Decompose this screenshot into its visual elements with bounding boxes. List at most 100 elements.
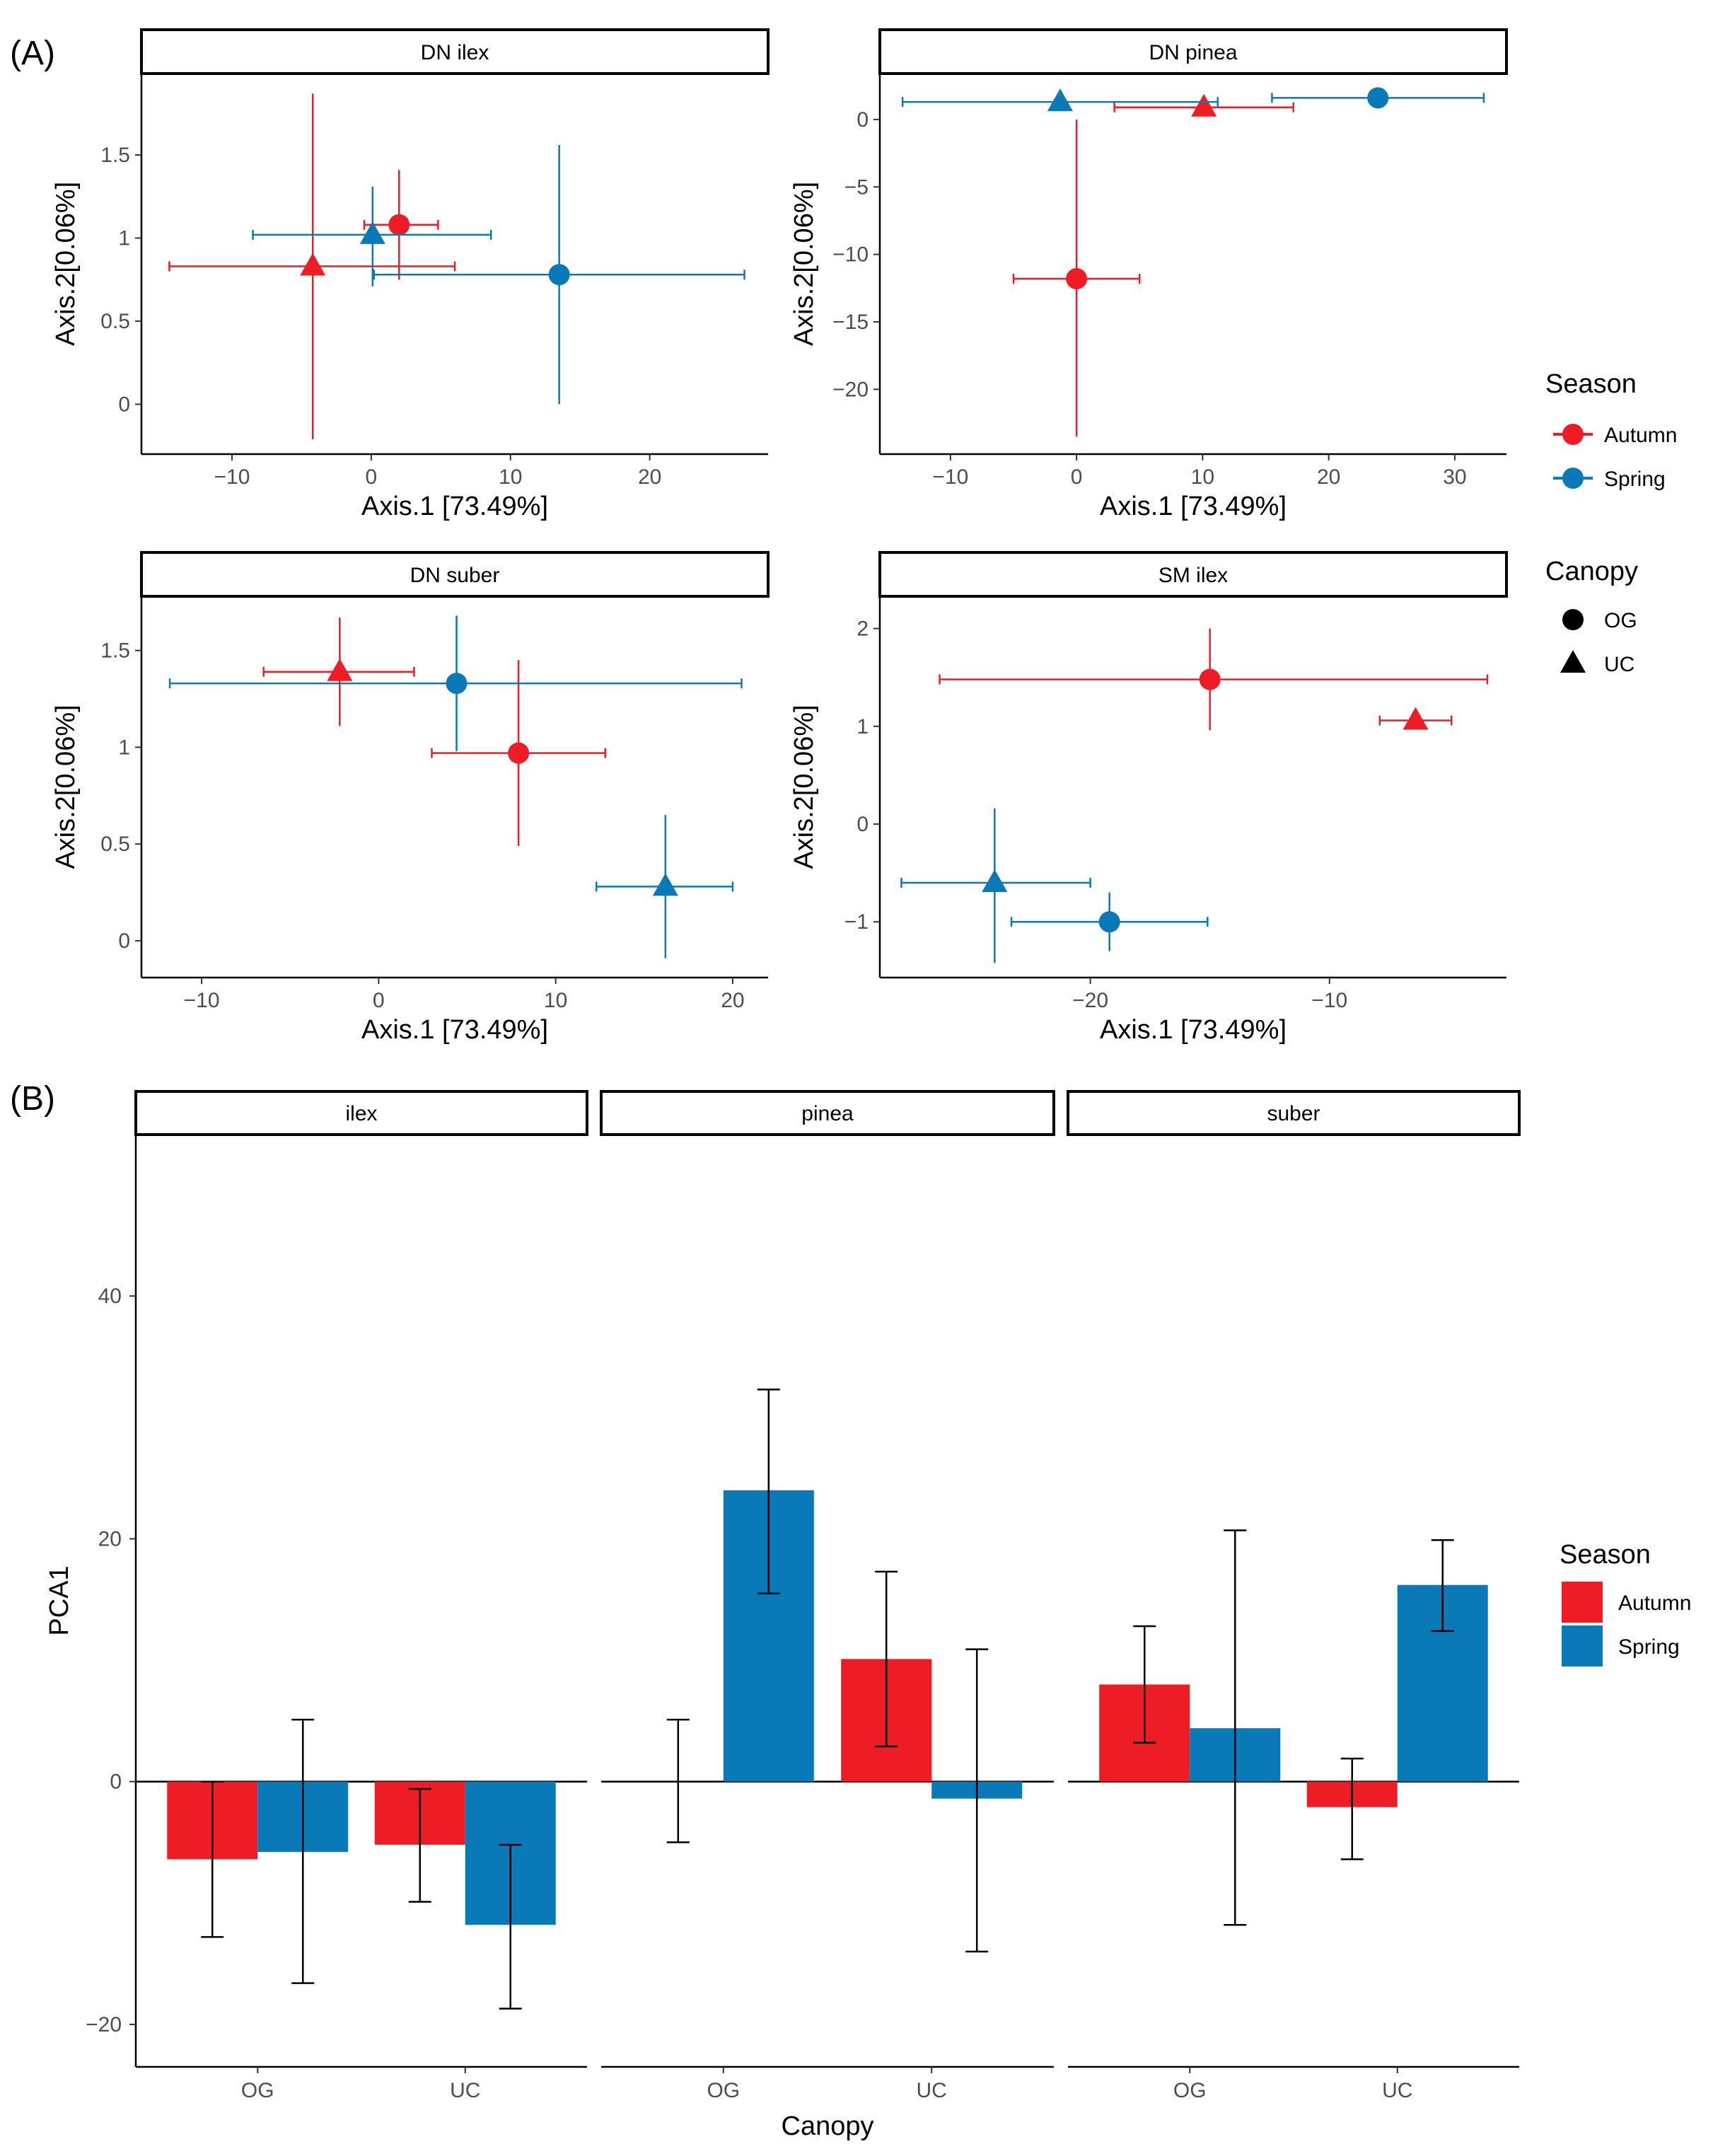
facet-dn-ilex-y-label: Axis.2[0.06%] [51, 182, 81, 346]
facet-dn-ilex-x-label: Axis.1 [73.49%] [361, 492, 548, 521]
facet-dn-pinea-x-tick-label: 0 [1071, 465, 1083, 489]
facet-b-ilex-x-tick-label: OG [241, 2079, 274, 2102]
facet-b-pinea-strip [600, 1090, 1055, 1136]
legend-a-autumn-key [1562, 424, 1584, 445]
facet-sm-ilex-y-tick-label: 1 [856, 715, 869, 738]
legend-a-uc-label: UC [1604, 653, 1634, 676]
facet-sm-ilex-spring-og-point [1098, 911, 1120, 933]
facet-dn-pinea-x-tick-label: −10 [932, 465, 968, 489]
facet-dn-suber-y-label: Axis.2[0.06%] [51, 705, 81, 869]
legend-a-og-label: OG [1604, 609, 1637, 632]
facet-b-ilex-strip [134, 1090, 588, 1136]
facet-sm-ilex-y-tick-label: −1 [844, 910, 869, 934]
facet-dn-ilex-y-tick-label: 1 [118, 227, 130, 250]
facet-dn-pinea-strip [878, 28, 1508, 75]
facet-dn-ilex-y-tick-label: 1.5 [100, 144, 130, 167]
facet-b-suber-x-tick-label: UC [1382, 2079, 1412, 2102]
panel-b-y-label: PCA1 [45, 1565, 74, 1635]
facet-dn-suber-autumn-uc-point [327, 658, 353, 681]
panel-b-x-label: Canopy [782, 2111, 874, 2141]
facet-sm-ilex-autumn-og-point [1199, 668, 1221, 690]
facet-dn-ilex-spring-uc-point [359, 221, 385, 244]
legend-a-autumn-label: Autumn [1604, 424, 1677, 447]
facet-sm-ilex-x-label: Axis.1 [73.49%] [1100, 1015, 1287, 1045]
facet-dn-pinea-title: DN pinea [1149, 41, 1237, 64]
legend-a-canopy-title: Canopy [1545, 557, 1638, 586]
facet-b-suber-title: suber [1267, 1102, 1320, 1125]
panel-b-y-tick-label: −20 [86, 2013, 122, 2036]
legend-a-season-title: Season [1545, 369, 1637, 399]
legend-b-spring-key [1562, 1625, 1603, 1667]
facet-dn-suber-autumn-og-point [508, 742, 530, 764]
facet-sm-ilex-spring-uc-point [982, 869, 1008, 892]
legend-a-spring-key [1562, 468, 1584, 489]
facet-dn-suber-spring-uc-point [652, 873, 678, 896]
facet-dn-suber-x-tick-label: 20 [721, 989, 744, 1012]
facet-dn-suber-y-tick-label: 1 [118, 736, 130, 759]
facet-dn-pinea-spring-uc-point [1047, 88, 1073, 112]
facet-dn-ilex-x-tick-label: −10 [214, 465, 250, 489]
legend-a-og-key [1562, 609, 1584, 630]
facet-dn-ilex-x-tick-label: 20 [638, 465, 661, 489]
facet-b-suber-x-tick-label: OG [1173, 2079, 1207, 2102]
facet-dn-pinea-y-tick-label: −20 [832, 378, 869, 401]
facet-dn-suber-y-tick-label: 1.5 [100, 639, 130, 663]
facet-b-pinea-title: pinea [801, 1102, 854, 1125]
facet-dn-suber-strip [140, 551, 770, 598]
facet-dn-pinea-x-tick-label: 10 [1191, 465, 1214, 489]
legend-b-season-title: Season [1560, 1540, 1651, 1570]
facet-dn-pinea-y-tick-label: −5 [844, 175, 869, 199]
facet-dn-pinea-y-tick-label: −10 [832, 243, 869, 267]
facet-dn-pinea-x-tick-label: 30 [1443, 465, 1466, 489]
facet-dn-ilex-spring-og-point [548, 264, 570, 286]
facet-dn-suber-title: DN suber [410, 564, 500, 587]
panel-b-label: (B) [10, 1080, 55, 1118]
facet-dn-suber-y-tick-label: 0.5 [100, 833, 130, 856]
legend-a-uc-key [1560, 650, 1586, 673]
facet-b-pinea-x-tick-label: UC [917, 2079, 947, 2102]
facet-dn-ilex-y-tick-label: 0.5 [100, 310, 130, 333]
legend-a-spring-label: Spring [1604, 468, 1666, 491]
facet-b-pinea-x-tick-label: OG [707, 2079, 740, 2102]
facet-dn-suber-x-tick-label: −10 [184, 989, 220, 1012]
facet-dn-ilex-strip [140, 28, 770, 75]
facet-dn-ilex-autumn-uc-point [300, 253, 326, 276]
facet-b-ilex-title: ilex [345, 1102, 377, 1125]
facet-dn-pinea-spring-og-point [1367, 87, 1389, 109]
facet-dn-pinea-y-label: Axis.2[0.06%] [789, 182, 819, 346]
facet-sm-ilex-y-tick-label: 0 [856, 813, 869, 836]
facet-dn-ilex-autumn-og-point [388, 214, 410, 236]
facet-b-ilex-x-tick-label: UC [450, 2079, 480, 2102]
facet-sm-ilex-strip [878, 551, 1508, 598]
facet-sm-ilex-x-tick-label: −20 [1072, 989, 1108, 1012]
panel-b-y-tick-label: 0 [110, 1770, 122, 1794]
facet-sm-ilex-autumn-uc-point [1403, 707, 1429, 730]
facet-dn-suber-x-label: Axis.1 [73.49%] [361, 1015, 548, 1045]
facet-dn-pinea-y-tick-label: −15 [832, 311, 869, 334]
facet-dn-suber-spring-og-point [446, 673, 468, 695]
facet-sm-ilex-y-tick-label: 2 [856, 618, 869, 641]
panel-b-y-tick-label: 20 [98, 1527, 122, 1551]
facet-dn-pinea-autumn-og-point [1066, 267, 1088, 289]
facet-b-suber-strip [1067, 1090, 1521, 1136]
facet-dn-suber-y-tick-label: 0 [118, 929, 130, 953]
panel-a-label: (A) [10, 35, 55, 72]
facet-dn-pinea-y-tick-label: 0 [856, 108, 869, 132]
legend-b-autumn-label: Autumn [1618, 1592, 1691, 1615]
facet-sm-ilex-title: SM ilex [1159, 564, 1228, 587]
legend-b-spring-label: Spring [1618, 1635, 1680, 1659]
facet-dn-ilex-x-tick-label: 0 [366, 465, 378, 489]
facet-sm-ilex-y-label: Axis.2[0.06%] [789, 705, 819, 869]
facet-dn-suber-x-tick-label: 0 [373, 989, 385, 1012]
facet-dn-pinea-x-tick-label: 20 [1317, 465, 1340, 489]
panel-b-y-tick-label: 40 [98, 1285, 122, 1308]
legend-b-autumn-key [1562, 1582, 1603, 1623]
facet-dn-ilex-x-tick-label: 10 [499, 465, 522, 489]
facet-dn-ilex-y-tick-label: 0 [118, 393, 130, 417]
facet-dn-pinea-x-label: Axis.1 [73.49%] [1100, 492, 1287, 521]
facet-sm-ilex-x-tick-label: −10 [1311, 989, 1347, 1012]
facet-dn-ilex-title: DN ilex [421, 41, 489, 64]
facet-dn-pinea-autumn-uc-point [1191, 93, 1217, 117]
facet-dn-suber-x-tick-label: 10 [544, 989, 567, 1012]
